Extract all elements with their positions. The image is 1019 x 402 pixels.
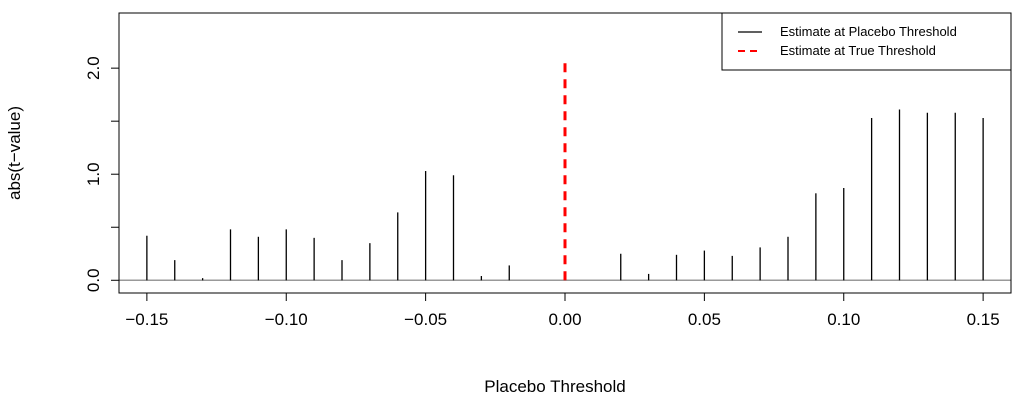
x-tick-label: 0.05 <box>688 310 721 329</box>
y-tick-label: 0.0 <box>84 268 103 292</box>
x-tick-label: 0.00 <box>548 310 581 329</box>
y-axis-label: abs(t−value) <box>5 106 24 200</box>
x-tick-label: −0.05 <box>404 310 447 329</box>
x-axis-label: Placebo Threshold <box>484 377 625 396</box>
legend-box <box>721 12 1012 71</box>
x-tick-label: −0.10 <box>265 310 308 329</box>
legend: Estimate at Placebo Threshold Estimate a… <box>721 12 1012 71</box>
y-tick-label: 2.0 <box>84 56 103 80</box>
x-tick-label: 0.10 <box>827 310 860 329</box>
legend-label-true: Estimate at True Threshold <box>780 43 936 58</box>
y-axis: 0.0 1.0 2.0 <box>84 56 120 292</box>
legend-label-placebo: Estimate at Placebo Threshold <box>780 24 957 39</box>
x-tick-label: 0.15 <box>967 310 1000 329</box>
y-tick-label: 1.0 <box>84 162 103 186</box>
x-tick-label: −0.15 <box>125 310 168 329</box>
x-axis: −0.15 −0.10 −0.05 0.00 0.05 0.10 0.15 <box>125 292 1000 329</box>
bars-layer <box>146 109 984 281</box>
